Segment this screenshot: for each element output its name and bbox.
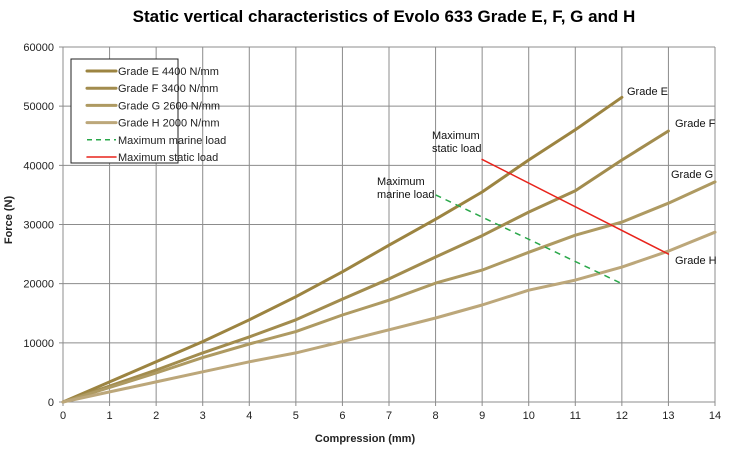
x-tick-label: 3 <box>200 410 206 422</box>
x-tick-label: 6 <box>339 410 345 422</box>
legend-label: Grade G 2600 N/mm <box>118 100 220 112</box>
x-tick-label: 12 <box>616 410 628 422</box>
x-tick-label: 7 <box>386 410 392 422</box>
chart-title: Static vertical characteristics of Evolo… <box>133 7 636 26</box>
x-axis-ticks: 0 1 2 3 4 5 6 7 8 9 10 11 12 13 14 <box>60 410 721 422</box>
legend-label: Maximum static load <box>118 152 218 164</box>
x-tick-label: 2 <box>153 410 159 422</box>
annotation-grade-e: Grade E <box>627 86 668 98</box>
annotation-grade-g: Grade G <box>671 169 713 181</box>
legend-label: Grade H 2000 N/mm <box>118 118 219 130</box>
legend-label: Grade F 3400 N/mm <box>118 83 218 95</box>
annotations: Grade E Grade F Grade G Grade H Maximum s… <box>377 86 717 267</box>
x-tick-label: 5 <box>293 410 299 422</box>
y-tick-label: 0 <box>48 397 54 409</box>
x-axis-label: Compression (mm) <box>315 433 416 445</box>
y-tick-label: 10000 <box>23 338 54 350</box>
legend-label: Grade E 4400 N/mm <box>118 66 219 78</box>
x-tick-label: 0 <box>60 410 66 422</box>
annotation-max-static-load: Maximum static load <box>432 130 482 155</box>
series-line-maximum-marine-load <box>435 194 623 285</box>
y-axis-ticks: 0 10000 20000 30000 40000 50000 60000 <box>23 42 54 409</box>
x-tick-label: 9 <box>479 410 485 422</box>
legend: Grade E 4400 N/mm Grade F 3400 N/mm Grade … <box>70 58 226 164</box>
y-tick-label: 20000 <box>23 279 54 291</box>
x-tick-label: 11 <box>570 410 581 422</box>
series-line-grade-h <box>61 230 717 404</box>
x-tick-label: 13 <box>662 410 674 422</box>
annotation-grade-f: Grade F <box>675 118 716 130</box>
annotation-grade-h: Grade H <box>675 255 717 267</box>
y-tick-label: 30000 <box>23 220 54 232</box>
series-line-grade-f <box>61 129 670 404</box>
y-axis-label: Force (N) <box>3 196 15 245</box>
x-tick-label: 4 <box>246 410 252 422</box>
series-line-grade-g <box>61 180 717 404</box>
series-lines <box>61 95 717 404</box>
series-line-maximum-static-load <box>481 158 670 255</box>
y-tick-label: 40000 <box>23 160 54 172</box>
legend-label: Maximum marine load <box>118 135 226 147</box>
y-tick-label: 50000 <box>23 101 54 113</box>
x-tick-label: 1 <box>107 410 113 422</box>
x-tick-label: 14 <box>709 410 721 422</box>
grid <box>59 46 716 406</box>
x-tick-label: 10 <box>523 410 535 422</box>
annotation-max-marine-load: Maximum marine load <box>377 176 434 201</box>
x-tick-label: 8 <box>433 410 439 422</box>
series-line-grade-e <box>61 95 624 404</box>
legend-box <box>70 58 179 164</box>
y-tick-label: 60000 <box>23 42 54 54</box>
